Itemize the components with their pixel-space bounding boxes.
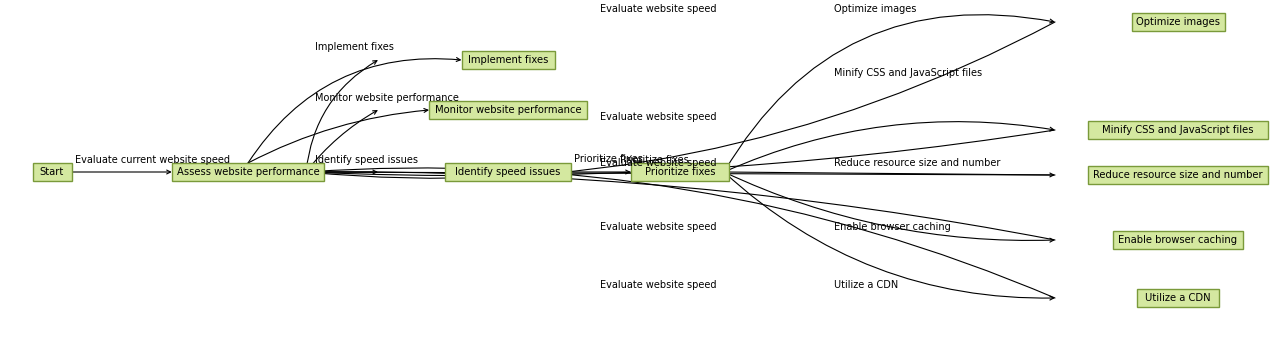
FancyBboxPatch shape [462, 51, 554, 69]
FancyBboxPatch shape [172, 163, 324, 181]
Text: Optimize images: Optimize images [1137, 17, 1220, 27]
Text: Evaluate website speed: Evaluate website speed [600, 280, 717, 290]
Text: Assess website performance: Assess website performance [177, 167, 320, 177]
Text: Minify CSS and JavaScript files: Minify CSS and JavaScript files [835, 68, 982, 78]
FancyBboxPatch shape [1132, 13, 1225, 31]
Text: Enable browser caching: Enable browser caching [1119, 235, 1238, 245]
Text: Evaluate website speed: Evaluate website speed [600, 112, 717, 122]
Text: Prioritize fixes: Prioritize fixes [573, 154, 643, 164]
Text: Identify speed issues: Identify speed issues [456, 167, 561, 177]
Text: Evaluate website speed: Evaluate website speed [600, 4, 717, 14]
FancyBboxPatch shape [1112, 231, 1243, 249]
Text: Evaluate website speed: Evaluate website speed [600, 222, 717, 232]
FancyBboxPatch shape [631, 163, 730, 181]
FancyBboxPatch shape [429, 101, 588, 119]
Text: Utilize a CDN: Utilize a CDN [835, 280, 899, 290]
Text: Minify CSS and JavaScript files: Minify CSS and JavaScript files [1102, 125, 1253, 135]
FancyBboxPatch shape [1088, 166, 1267, 184]
Text: Implement fixes: Implement fixes [315, 42, 394, 52]
FancyBboxPatch shape [1088, 121, 1267, 139]
Text: Implement fixes: Implement fixes [467, 55, 548, 65]
Text: Utilize a CDN: Utilize a CDN [1146, 293, 1211, 303]
Text: Start: Start [40, 167, 64, 177]
Text: Reduce resource size and number: Reduce resource size and number [1093, 170, 1263, 180]
Text: Optimize images: Optimize images [835, 4, 916, 14]
Text: Identify speed issues: Identify speed issues [315, 155, 419, 165]
Text: Monitor website performance: Monitor website performance [315, 93, 458, 103]
FancyBboxPatch shape [32, 163, 72, 181]
Text: Evaluate website speed: Evaluate website speed [600, 158, 717, 168]
FancyBboxPatch shape [445, 163, 571, 181]
FancyBboxPatch shape [1137, 289, 1219, 307]
Text: Prioritize fixes: Prioritize fixes [645, 167, 716, 177]
Text: Enable browser caching: Enable browser caching [835, 222, 951, 232]
Text: Prioritize fixes: Prioritize fixes [620, 155, 689, 165]
Text: Monitor website performance: Monitor website performance [435, 105, 581, 115]
Text: Reduce resource size and number: Reduce resource size and number [835, 158, 1001, 168]
Text: Evaluate current website speed: Evaluate current website speed [76, 155, 230, 165]
